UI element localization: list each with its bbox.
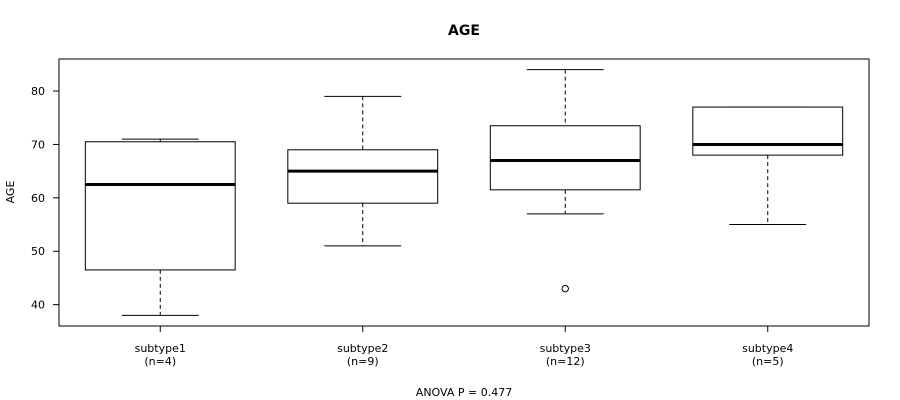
iqr-box bbox=[287, 149, 439, 204]
x-count-label: (n=4) bbox=[144, 355, 176, 368]
outlier-point bbox=[561, 284, 569, 293]
x-count-label: (n=12) bbox=[546, 355, 585, 368]
x-category-label: subtype4 bbox=[742, 342, 793, 355]
x-category-label: subtype2 bbox=[337, 342, 388, 355]
anova-p-value: ANOVA P = 0.477 bbox=[416, 386, 512, 399]
y-tick-label: 80 bbox=[31, 85, 45, 98]
y-axis-label: AGE bbox=[4, 181, 17, 204]
box-group-subtype2 bbox=[287, 95, 439, 247]
box-group-subtype3 bbox=[489, 69, 641, 293]
box-group-subtype1 bbox=[84, 138, 236, 316]
y-axis: 40 50 60 70 80 bbox=[31, 85, 59, 312]
x-axis: subtype1(n=4) subtype2(n=9) subtype3(n=12)… bbox=[135, 326, 793, 368]
y-tick-label: 50 bbox=[31, 245, 45, 258]
plot-frame bbox=[58, 58, 870, 327]
x-category-label: subtype3 bbox=[540, 342, 591, 355]
x-count-label: (n=9) bbox=[347, 355, 379, 368]
x-count-label: (n=5) bbox=[752, 355, 784, 368]
chart-title: AGE bbox=[448, 23, 480, 39]
box-group-subtype4 bbox=[692, 106, 844, 226]
y-tick-label: 40 bbox=[31, 299, 45, 312]
iqr-box bbox=[692, 106, 844, 156]
iqr-box bbox=[489, 125, 641, 191]
boxes-layer bbox=[84, 69, 844, 316]
x-category-label: subtype1 bbox=[135, 342, 186, 355]
iqr-box bbox=[84, 141, 236, 271]
y-tick-label: 60 bbox=[31, 192, 45, 205]
y-tick-label: 70 bbox=[31, 138, 45, 151]
